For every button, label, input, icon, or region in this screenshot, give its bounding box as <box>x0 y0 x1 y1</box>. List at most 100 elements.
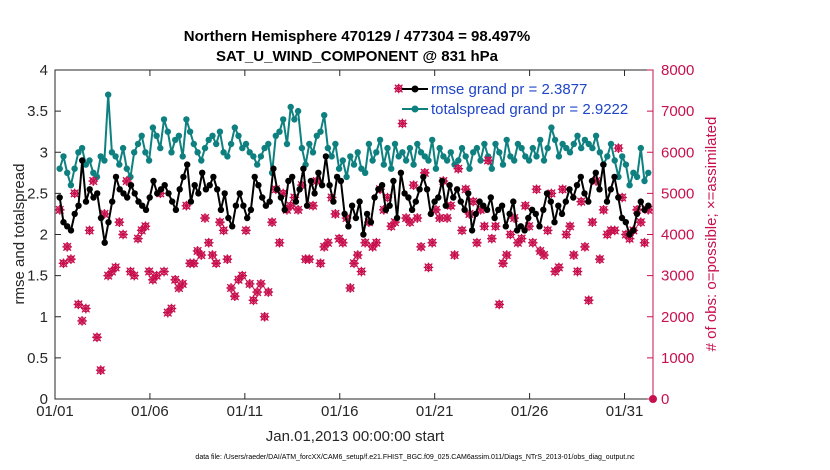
y2-tick-label: 5000 <box>661 185 694 202</box>
rmse-point <box>240 202 247 209</box>
totalspread-point <box>201 144 209 152</box>
rmse-point <box>532 210 539 218</box>
obs-point <box>405 217 415 227</box>
obs-assimilated-marker <box>189 258 199 269</box>
obs-point <box>84 225 95 236</box>
totalspread-point <box>116 161 123 168</box>
totalspread-point <box>496 149 503 156</box>
totalspread-point <box>455 157 462 164</box>
rmse-point <box>435 194 442 201</box>
obs-assimilated-marker <box>520 200 531 211</box>
rmse-point <box>255 182 262 189</box>
totalspread-point <box>56 165 63 172</box>
totalspread-point <box>71 165 78 172</box>
totalspread-point <box>548 124 555 131</box>
obs-point <box>330 209 341 219</box>
y-tick-label: 4 <box>40 62 48 79</box>
rmse-point <box>461 206 468 213</box>
obs-assimilated-marker <box>81 303 91 314</box>
totalspread-point <box>507 153 514 160</box>
obs-assimilated-marker <box>386 221 397 232</box>
obs-point <box>338 237 348 248</box>
obs-assimilated-marker <box>535 246 546 256</box>
rmse-point <box>607 186 614 193</box>
obs-assimilated-marker <box>274 237 285 248</box>
rmse-point <box>615 194 622 201</box>
obs-point <box>211 258 221 269</box>
totalspread-point <box>220 149 227 156</box>
obs-point <box>565 221 575 232</box>
rmse-point <box>97 214 105 222</box>
rmse-point <box>382 206 390 213</box>
totalspread-point <box>626 182 633 189</box>
totalspread-point <box>145 157 153 164</box>
totalspread-point <box>190 140 197 148</box>
obs-assimilated-marker <box>110 262 121 273</box>
rmse-point <box>547 198 554 205</box>
obs-assimilated-marker <box>617 192 627 203</box>
obs-assimilated-marker <box>77 316 87 326</box>
obs-assimilated-marker <box>423 262 434 273</box>
obs-assimilated-marker <box>222 254 233 264</box>
rmse-point <box>187 198 195 205</box>
totalspread-point <box>462 153 469 160</box>
obs-point <box>304 254 315 264</box>
obs-point <box>397 118 408 129</box>
y2-axis-label: # of obs: o=possible; ×=assimilated <box>703 117 720 352</box>
totalspread-point <box>309 149 317 156</box>
rmse-point <box>266 198 273 205</box>
rmse-point <box>491 214 498 222</box>
totalspread-point <box>362 169 369 176</box>
obs-assimilated-marker <box>133 233 143 244</box>
obs-point <box>393 83 404 94</box>
rmse-point <box>363 210 371 218</box>
totalspread-point <box>235 132 242 139</box>
obs-point <box>166 303 177 314</box>
obs-point <box>81 303 91 314</box>
obs-assimilated-marker <box>427 237 438 248</box>
totalspread-point <box>198 157 205 164</box>
obs-assimilated-marker <box>419 168 430 178</box>
totalspread-series <box>56 91 652 189</box>
obs-point <box>490 221 501 232</box>
totalspread-point <box>436 144 443 152</box>
totalspread-point <box>324 144 332 152</box>
totalspread-point <box>391 140 399 148</box>
rmse-point <box>397 169 405 176</box>
obs-point <box>568 250 579 260</box>
obs-assimilated-marker <box>319 242 330 252</box>
obs-assimilated-marker <box>159 266 169 277</box>
obs-assimilated-marker <box>252 287 262 297</box>
rmse-point <box>603 198 611 205</box>
y2-tick-label: 6000 <box>661 144 694 161</box>
obs-assimilated-marker <box>501 250 512 260</box>
obs-assimilated-marker <box>99 209 110 219</box>
obs-point <box>494 299 505 310</box>
totalspread-point <box>306 140 313 148</box>
rmse-point <box>184 161 191 168</box>
totalspread-point <box>276 128 283 135</box>
y-tick-label: 0.5 <box>27 350 48 367</box>
totalspread-point <box>157 144 164 152</box>
totalspread-point <box>213 140 220 148</box>
y2-tick-label: 4000 <box>661 227 694 244</box>
obs-assimilated-marker <box>401 213 411 223</box>
legend-spread-marker <box>411 105 419 113</box>
totalspread-point <box>224 153 231 160</box>
rmse-point <box>408 206 416 213</box>
totalspread-point <box>537 136 544 144</box>
obs-point <box>554 262 564 273</box>
obs-point <box>595 254 605 264</box>
totalspread-point <box>280 116 287 123</box>
obs-assimilated-marker <box>405 217 415 227</box>
y2-tick-label: 7000 <box>661 103 694 120</box>
obs-point <box>531 184 542 195</box>
obs-point <box>189 258 199 269</box>
obs-assimilated-marker <box>323 237 333 248</box>
totalspread-point <box>63 169 71 176</box>
totalspread-point <box>376 136 384 144</box>
obs-point <box>218 225 229 236</box>
rmse-point <box>127 182 135 189</box>
rmse-point <box>427 210 434 218</box>
rmse-point <box>180 173 187 181</box>
